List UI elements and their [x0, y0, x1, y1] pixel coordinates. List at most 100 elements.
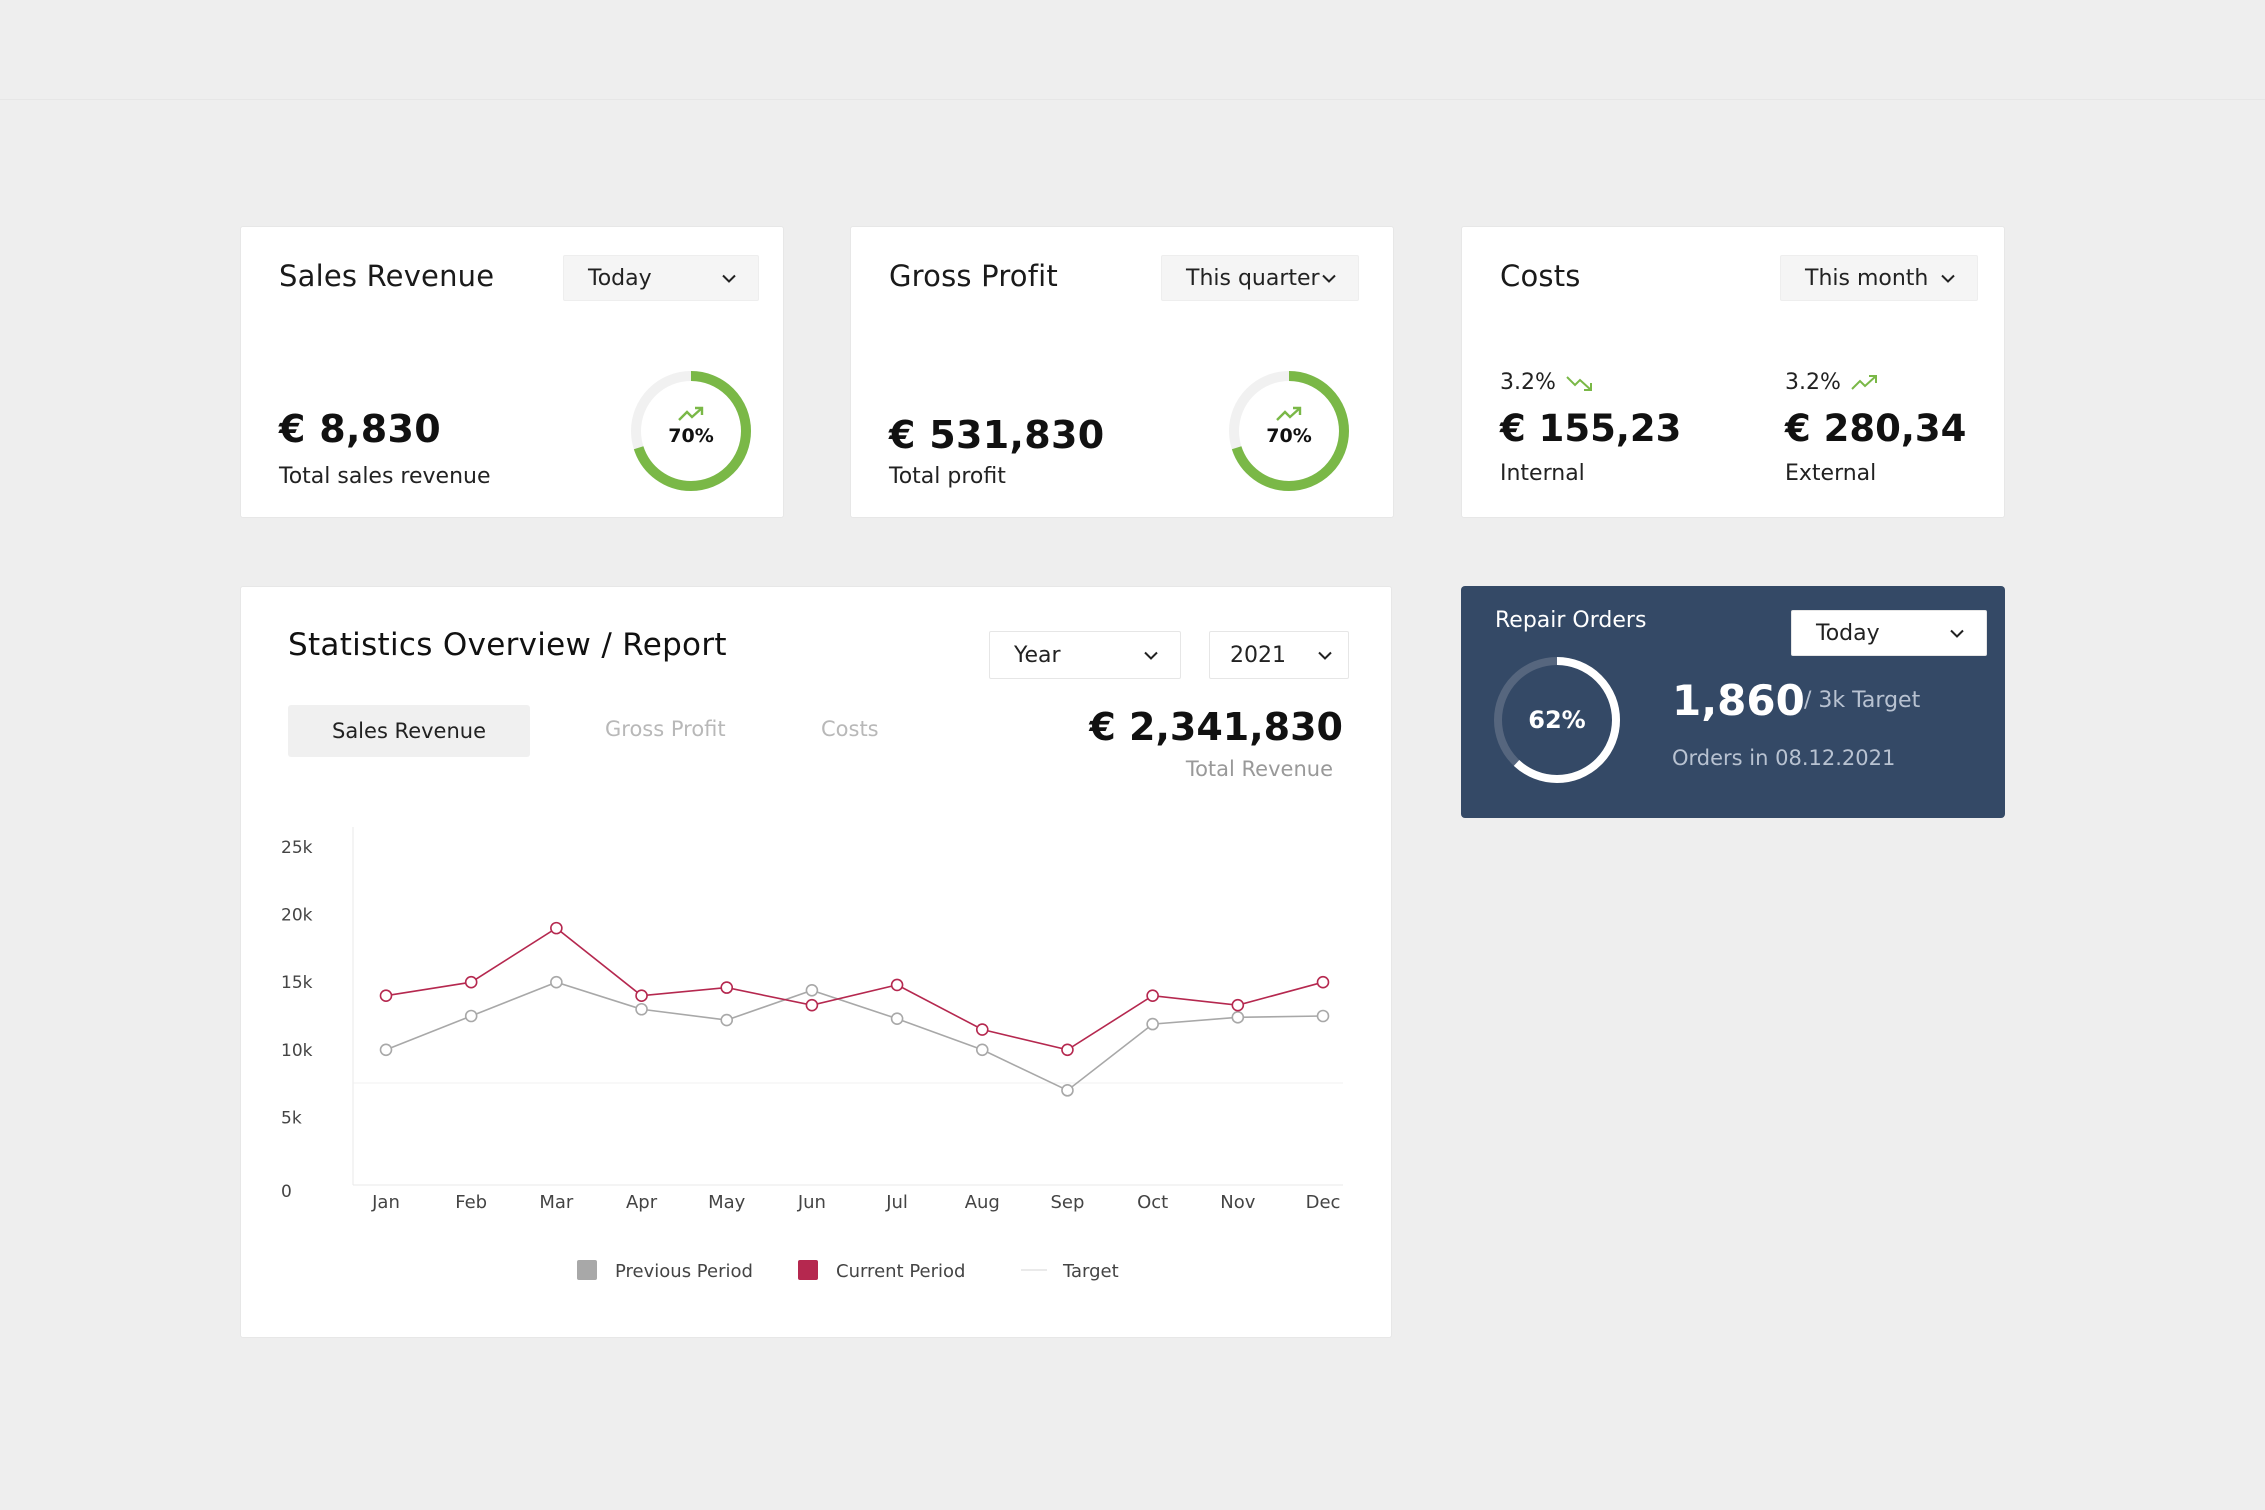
- tab-gross-profit[interactable]: Gross Profit: [605, 717, 726, 741]
- period-dropdown[interactable]: Today: [563, 255, 759, 301]
- range-dropdown[interactable]: Year: [989, 631, 1181, 679]
- data-point-current-period[interactable]: [1231, 998, 1245, 1012]
- line-chart: 0 5k 10k 15k 20k 25k Jan Feb Mar Apr May Jun Jul Aug…: [281, 827, 1343, 1282]
- chevron-down-icon: [1322, 274, 1336, 283]
- dropdown-value: Year: [1014, 642, 1061, 668]
- data-point-current-period[interactable]: [1146, 989, 1159, 1003]
- profit-label: Total profit: [889, 464, 1006, 489]
- dropdown-value: Today: [588, 265, 652, 291]
- year-dropdown[interactable]: 2021: [1209, 631, 1349, 679]
- internal-trend-value: 3.2%: [1500, 370, 1556, 395]
- data-point-previous-period[interactable]: [975, 1043, 989, 1057]
- x-tick-label: Aug: [965, 1192, 1000, 1213]
- sales-value: € 8,830: [279, 407, 441, 451]
- sales-label: Total sales revenue: [279, 464, 491, 489]
- x-tick-label: Mar: [539, 1192, 574, 1213]
- progress-arc: [1494, 657, 1620, 783]
- progress-arc: [1229, 371, 1349, 491]
- chevron-down-icon: [1318, 651, 1332, 660]
- data-point-previous-period[interactable]: [1146, 1017, 1159, 1031]
- y-tick-label: 10k: [281, 1041, 313, 1061]
- data-point-current-period[interactable]: [635, 989, 648, 1003]
- repair-orders-subtitle: Orders in 08.12.2021: [1672, 746, 1896, 770]
- data-point-previous-period[interactable]: [720, 1013, 734, 1027]
- data-point-previous-period[interactable]: [635, 1002, 648, 1016]
- data-point-previous-period[interactable]: [550, 975, 563, 989]
- data-point-current-period[interactable]: [464, 975, 478, 989]
- dropdown-value: This quarter: [1186, 265, 1320, 291]
- progress-percent: 70%: [1266, 425, 1312, 447]
- legend-swatch-current: [798, 1260, 818, 1280]
- card-title: Sales Revenue: [279, 259, 495, 293]
- tab-costs[interactable]: Costs: [821, 717, 879, 741]
- chevron-down-icon: [1941, 274, 1955, 283]
- data-point-current-period[interactable]: [1316, 975, 1330, 989]
- external-trend-value: 3.2%: [1785, 370, 1841, 395]
- x-tick-label: Jul: [885, 1192, 908, 1213]
- internal-value: € 155,23: [1500, 407, 1682, 450]
- trend-up-icon: [1276, 406, 1302, 421]
- data-point-current-period[interactable]: [975, 1023, 989, 1036]
- data-point-previous-period[interactable]: [1231, 1011, 1245, 1024]
- y-tick-label: 5k: [281, 1108, 302, 1128]
- progress-percent: 70%: [668, 425, 714, 447]
- data-point-current-period[interactable]: [720, 981, 734, 994]
- data-point-previous-period[interactable]: [1316, 1009, 1330, 1023]
- dropdown-value: Today: [1816, 620, 1880, 646]
- x-tick-label: Feb: [455, 1192, 487, 1213]
- progress-donut: 70%: [629, 369, 753, 493]
- repair-progress-donut: 62%: [1491, 654, 1623, 786]
- x-tick-label: Oct: [1137, 1192, 1168, 1213]
- chevron-down-icon: [1950, 629, 1964, 638]
- trend-down-icon: [1566, 375, 1592, 391]
- dropdown-value: 2021: [1230, 642, 1286, 668]
- gross-profit-card: Gross Profit This quarter € 531,830 Tota…: [850, 226, 1394, 518]
- repair-orders-target: / 3k Target: [1804, 688, 1921, 713]
- x-tick-label: Sep: [1050, 1192, 1084, 1213]
- card-title: Gross Profit: [889, 259, 1058, 293]
- data-point-previous-period[interactable]: [890, 1012, 904, 1026]
- chevron-down-icon: [1144, 651, 1158, 660]
- legend-label-current: Current Period: [836, 1261, 965, 1282]
- repair-orders-title: Repair Orders: [1495, 608, 1647, 633]
- tab-sales-revenue[interactable]: Sales Revenue: [288, 705, 530, 757]
- data-point-current-period[interactable]: [805, 998, 819, 1012]
- period-dropdown[interactable]: This month: [1780, 255, 1978, 301]
- data-point-current-period[interactable]: [550, 921, 563, 935]
- series-line-current-period: [385, 927, 1324, 1051]
- internal-label: Internal: [1500, 461, 1585, 486]
- data-point-current-period[interactable]: [890, 978, 904, 992]
- x-tick-label: Jun: [797, 1192, 826, 1213]
- statistics-card: Statistics Overview / Report Year 2021 S…: [240, 586, 1392, 1338]
- y-tick-label: 15k: [281, 973, 313, 993]
- external-label: External: [1785, 461, 1877, 486]
- period-dropdown[interactable]: This quarter: [1161, 255, 1359, 301]
- repair-orders-card: Repair Orders Today 62% 1,860 / 3k Targe…: [1461, 586, 2005, 818]
- repair-orders-value: 1,860: [1672, 676, 1805, 725]
- data-point-previous-period[interactable]: [805, 984, 819, 997]
- data-point-previous-period[interactable]: [464, 1009, 478, 1023]
- total-revenue-value: € 2,341,830: [1089, 705, 1343, 749]
- top-bar: [0, 0, 2265, 100]
- data-point-current-period[interactable]: [379, 989, 393, 1003]
- y-tick-label: 20k: [281, 906, 313, 926]
- chevron-down-icon: [722, 274, 736, 283]
- trend-up-icon: [678, 406, 704, 421]
- series-line-previous-period: [385, 981, 1324, 1092]
- card-title: Costs: [1500, 259, 1581, 293]
- internal-trend: 3.2%: [1500, 370, 1594, 395]
- chart-legend: Previous Period Current Period Target: [577, 1260, 1119, 1282]
- y-tick-label: 0: [281, 1182, 292, 1202]
- data-point-previous-period[interactable]: [379, 1043, 393, 1057]
- external-trend: 3.2%: [1785, 370, 1879, 395]
- profit-value: € 531,830: [889, 413, 1105, 457]
- x-tick-label: Dec: [1306, 1192, 1341, 1213]
- x-tick-label: May: [708, 1192, 746, 1213]
- data-point-current-period[interactable]: [1061, 1043, 1074, 1057]
- progress-donut: 70%: [1227, 369, 1351, 493]
- dropdown-value: This month: [1805, 265, 1929, 291]
- data-point-previous-period[interactable]: [1061, 1084, 1074, 1097]
- progress-percent: 62%: [1528, 706, 1586, 734]
- period-dropdown[interactable]: Today: [1791, 610, 1987, 656]
- legend-label-target: Target: [1062, 1261, 1119, 1282]
